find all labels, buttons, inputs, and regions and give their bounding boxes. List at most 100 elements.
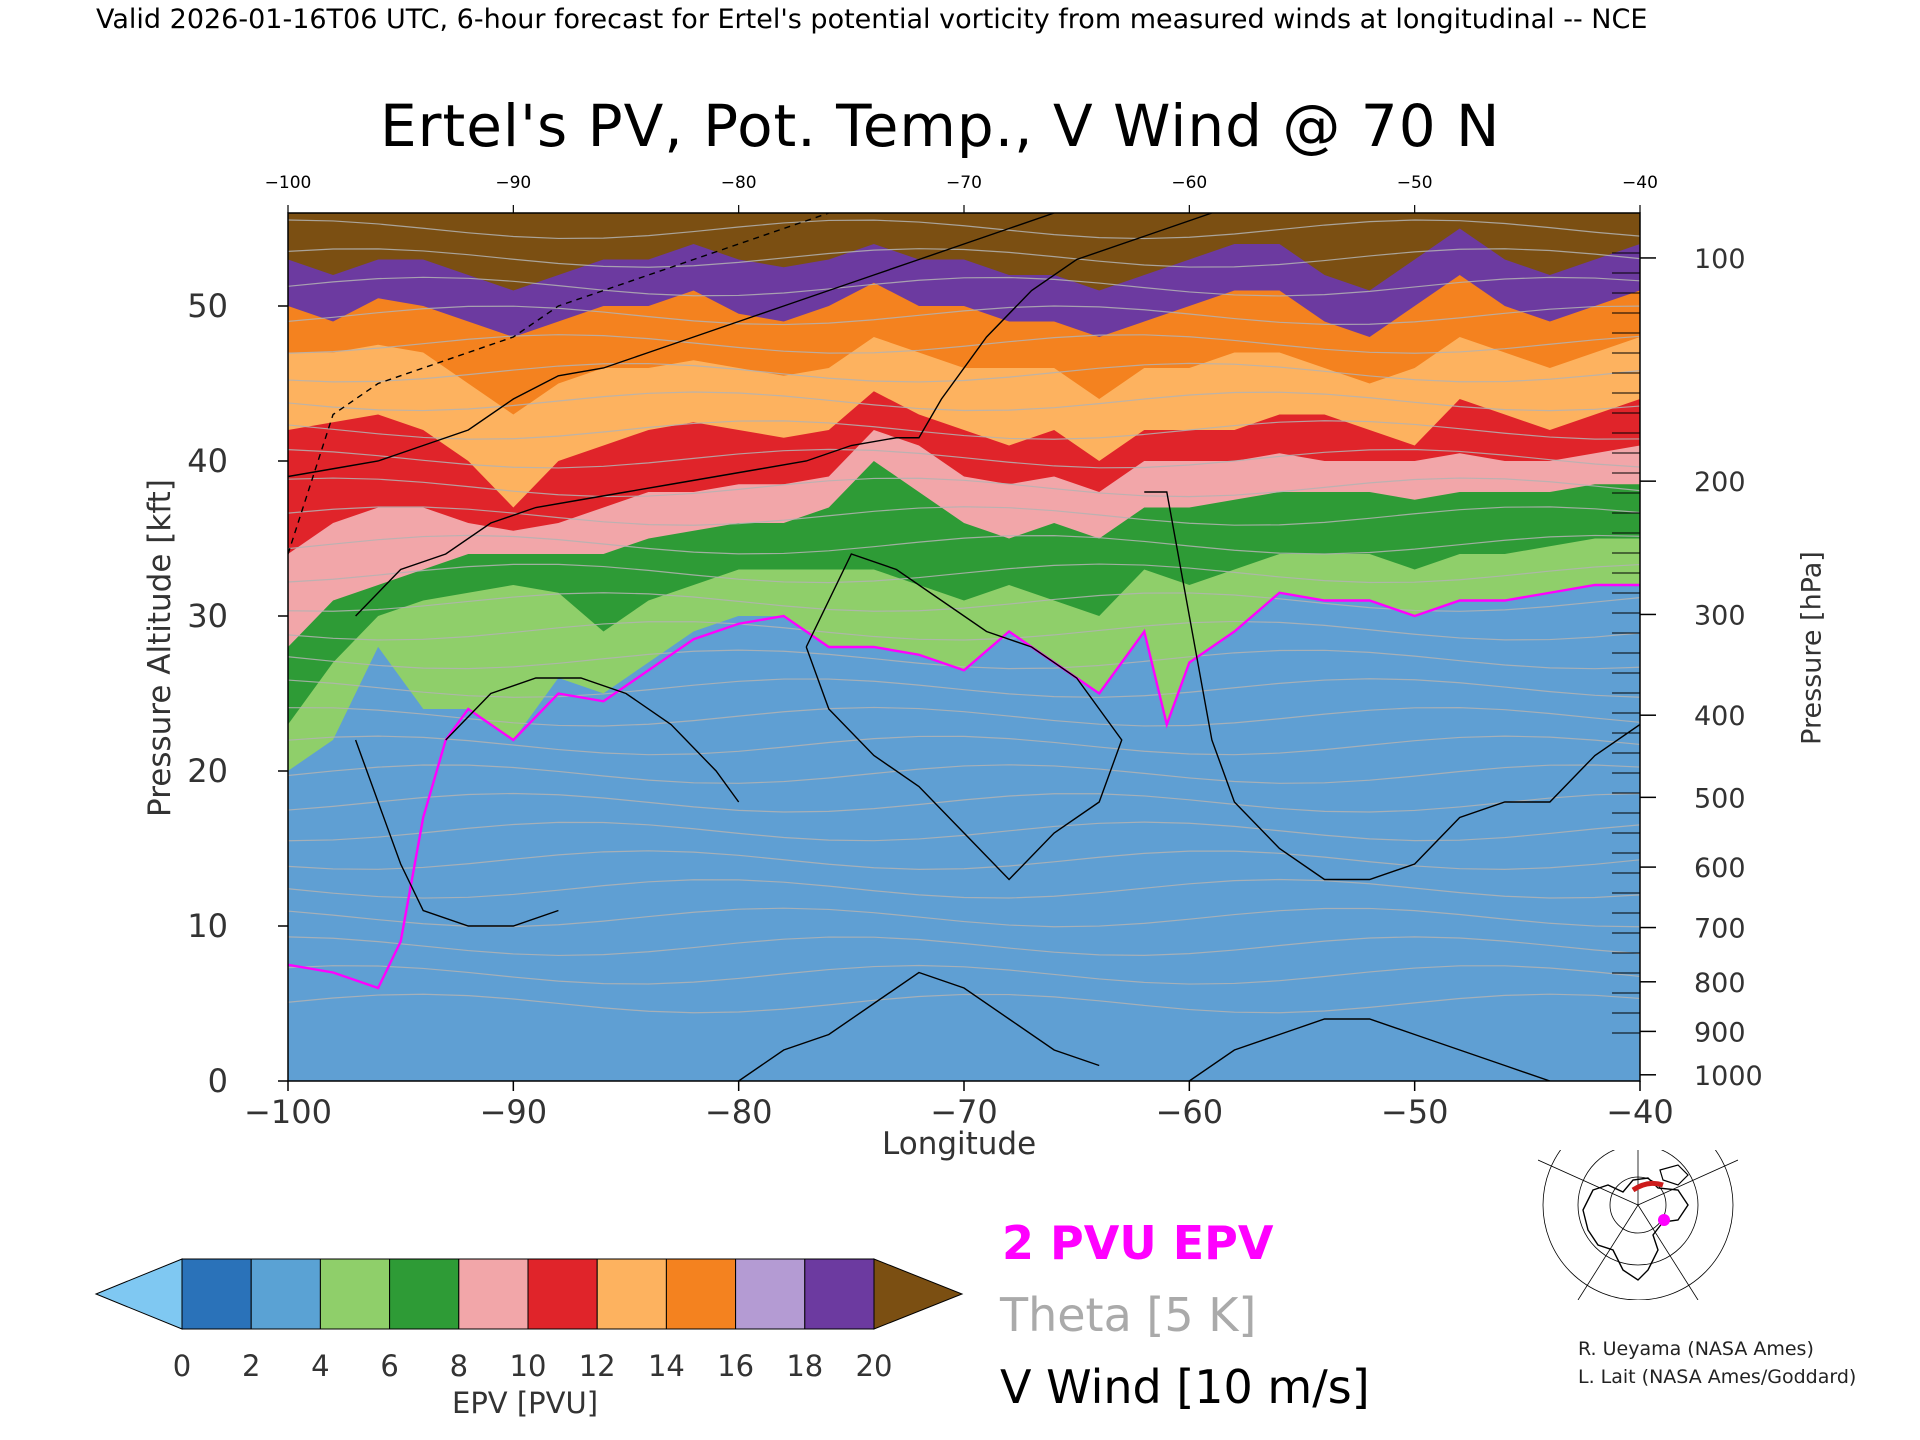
colorbar-label: EPV [PVU] <box>452 1386 599 1420</box>
v-wind-contour <box>1144 491 1640 881</box>
x-tick-label: −80 <box>705 1093 773 1131</box>
theta-isentrope <box>288 420 1640 440</box>
colorbar-tick-label: 18 <box>786 1349 823 1383</box>
theta-isentrope <box>288 391 1640 412</box>
v-wind-contour <box>288 213 1055 478</box>
theta-isentrope <box>288 305 1640 326</box>
pressure-tick-label: 600 <box>1694 853 1746 884</box>
credit-line-2: L. Lait (NASA Ames/Goddard) <box>1578 1366 1857 1388</box>
x-tick-label: −70 <box>930 1093 998 1131</box>
theta-isentrope <box>288 563 1640 584</box>
theta-isentrope <box>288 678 1640 698</box>
pressure-tick-label: 300 <box>1694 600 1746 631</box>
colorbar-swatch <box>804 1258 875 1330</box>
theta-isentrope <box>288 506 1640 526</box>
y2-axis-label: Pressure [hPa] <box>1796 551 1828 745</box>
x-tick-label: −40 <box>1606 1093 1674 1131</box>
y-tick-label: 50 <box>187 287 228 325</box>
theta-isentrope <box>288 821 1640 842</box>
colorbar-tick-label: 0 <box>173 1349 191 1383</box>
y-axis-label: Pressure Altitude [kft] <box>142 479 178 817</box>
theta-isentrope <box>288 276 1640 297</box>
theta-isentrope <box>288 649 1640 670</box>
theta-isentrope <box>288 706 1640 727</box>
colorbar-swatch <box>389 1258 460 1330</box>
pressure-tick-label: 700 <box>1694 914 1746 945</box>
colorbar-swatch <box>665 1258 737 1330</box>
v-wind-contour <box>805 553 1123 881</box>
theta-isentrope <box>288 334 1640 354</box>
colorbar-swatch <box>735 1258 806 1330</box>
credit-line-1: R. Ueyama (NASA Ames) <box>1578 1338 1814 1360</box>
theta-isentrope <box>288 620 1640 641</box>
top-tick-label: −40 <box>1622 173 1658 193</box>
x-tick-label: −100 <box>244 1093 332 1131</box>
theta-isentrope <box>288 219 1640 240</box>
colorbar-tick-label: 6 <box>380 1349 398 1383</box>
colorbar-swatch <box>181 1258 252 1330</box>
location-marker <box>1658 1214 1670 1226</box>
theta-isentrope <box>288 534 1640 555</box>
transect-path <box>1631 1180 1664 1193</box>
v-wind-contour <box>738 971 1100 1081</box>
x-tick-label: −50 <box>1381 1093 1449 1131</box>
pressure-tick-label: 500 <box>1694 783 1746 814</box>
y-tick-label: 30 <box>187 597 228 635</box>
colorbar-tick-label: 14 <box>648 1349 685 1383</box>
colorbar-tick-label: 4 <box>311 1349 329 1383</box>
theta-isentrope <box>288 477 1640 498</box>
top-tick-label: −60 <box>1171 173 1207 193</box>
pressure-tick-label: 900 <box>1694 1017 1746 1048</box>
theta-isentrope <box>288 792 1640 813</box>
y-tick-label: 0 <box>208 1062 228 1100</box>
colorbar-over-arrow <box>873 1258 964 1330</box>
theta-isentrope <box>288 362 1640 383</box>
colorbar-swatch <box>458 1258 529 1330</box>
colorbar-swatch <box>250 1258 321 1330</box>
theta-isentrope <box>288 248 1640 268</box>
legend-theta: Theta [5 K] <box>1000 1288 1257 1342</box>
pressure-tick-label: 100 <box>1694 244 1746 275</box>
page-banner: Valid 2026-01-16T06 UTC, 6-hour forecast… <box>96 4 1648 35</box>
colorbar-tick-label: 10 <box>510 1349 547 1383</box>
v-wind-contour <box>445 677 740 803</box>
top-tick-label: −50 <box>1397 173 1433 193</box>
pressure-tick-label: 1000 <box>1694 1061 1763 1092</box>
pressure-tick-label: 200 <box>1694 467 1746 498</box>
pressure-tick-label: 400 <box>1694 701 1746 732</box>
colorbar-under-arrow <box>94 1258 183 1330</box>
x-tick-label: −90 <box>480 1093 548 1131</box>
y-tick-label: 40 <box>187 442 228 480</box>
top-tick-label: −90 <box>495 173 531 193</box>
theta-isentrope <box>288 735 1640 756</box>
legend-epv: 2 PVU EPV <box>1002 1216 1274 1270</box>
colorbar-tick-label: 16 <box>717 1349 754 1383</box>
v-wind-contour <box>354 739 559 927</box>
top-tick-label: −70 <box>946 173 982 193</box>
theta-isentrope <box>288 964 1640 985</box>
x-tick-label: −60 <box>1156 1093 1224 1131</box>
epv-2pvu-contour <box>288 583 1640 990</box>
v-wind-contour <box>1188 1018 1551 1081</box>
chart-title: Ertel's PV, Pot. Temp., V Wind @ 70 N <box>380 92 1501 160</box>
theta-isentrope <box>288 764 1640 784</box>
theta-isentrope <box>288 448 1640 469</box>
colorbar-swatch <box>319 1258 391 1330</box>
theta-isentrope <box>288 993 1640 1014</box>
theta-isentrope <box>288 592 1640 612</box>
y-tick-label: 10 <box>187 907 228 945</box>
colorbar-swatch <box>596 1258 667 1330</box>
theta-isentrope <box>288 936 1640 957</box>
colorbar-tick-label: 8 <box>450 1349 468 1383</box>
top-tick-label: −80 <box>721 173 757 193</box>
legend-wind: V Wind [10 m/s] <box>1000 1360 1370 1414</box>
polar-map-icon <box>1538 1150 1738 1300</box>
theta-isentrope <box>288 850 1640 870</box>
y-tick-label: 20 <box>187 752 228 790</box>
top-tick-label: −100 <box>265 173 312 193</box>
v-wind-contour <box>288 213 830 555</box>
theta-isentrope <box>288 878 1640 899</box>
colorbar-tick-label: 12 <box>579 1349 616 1383</box>
colorbar-tick-label: 2 <box>242 1349 260 1383</box>
